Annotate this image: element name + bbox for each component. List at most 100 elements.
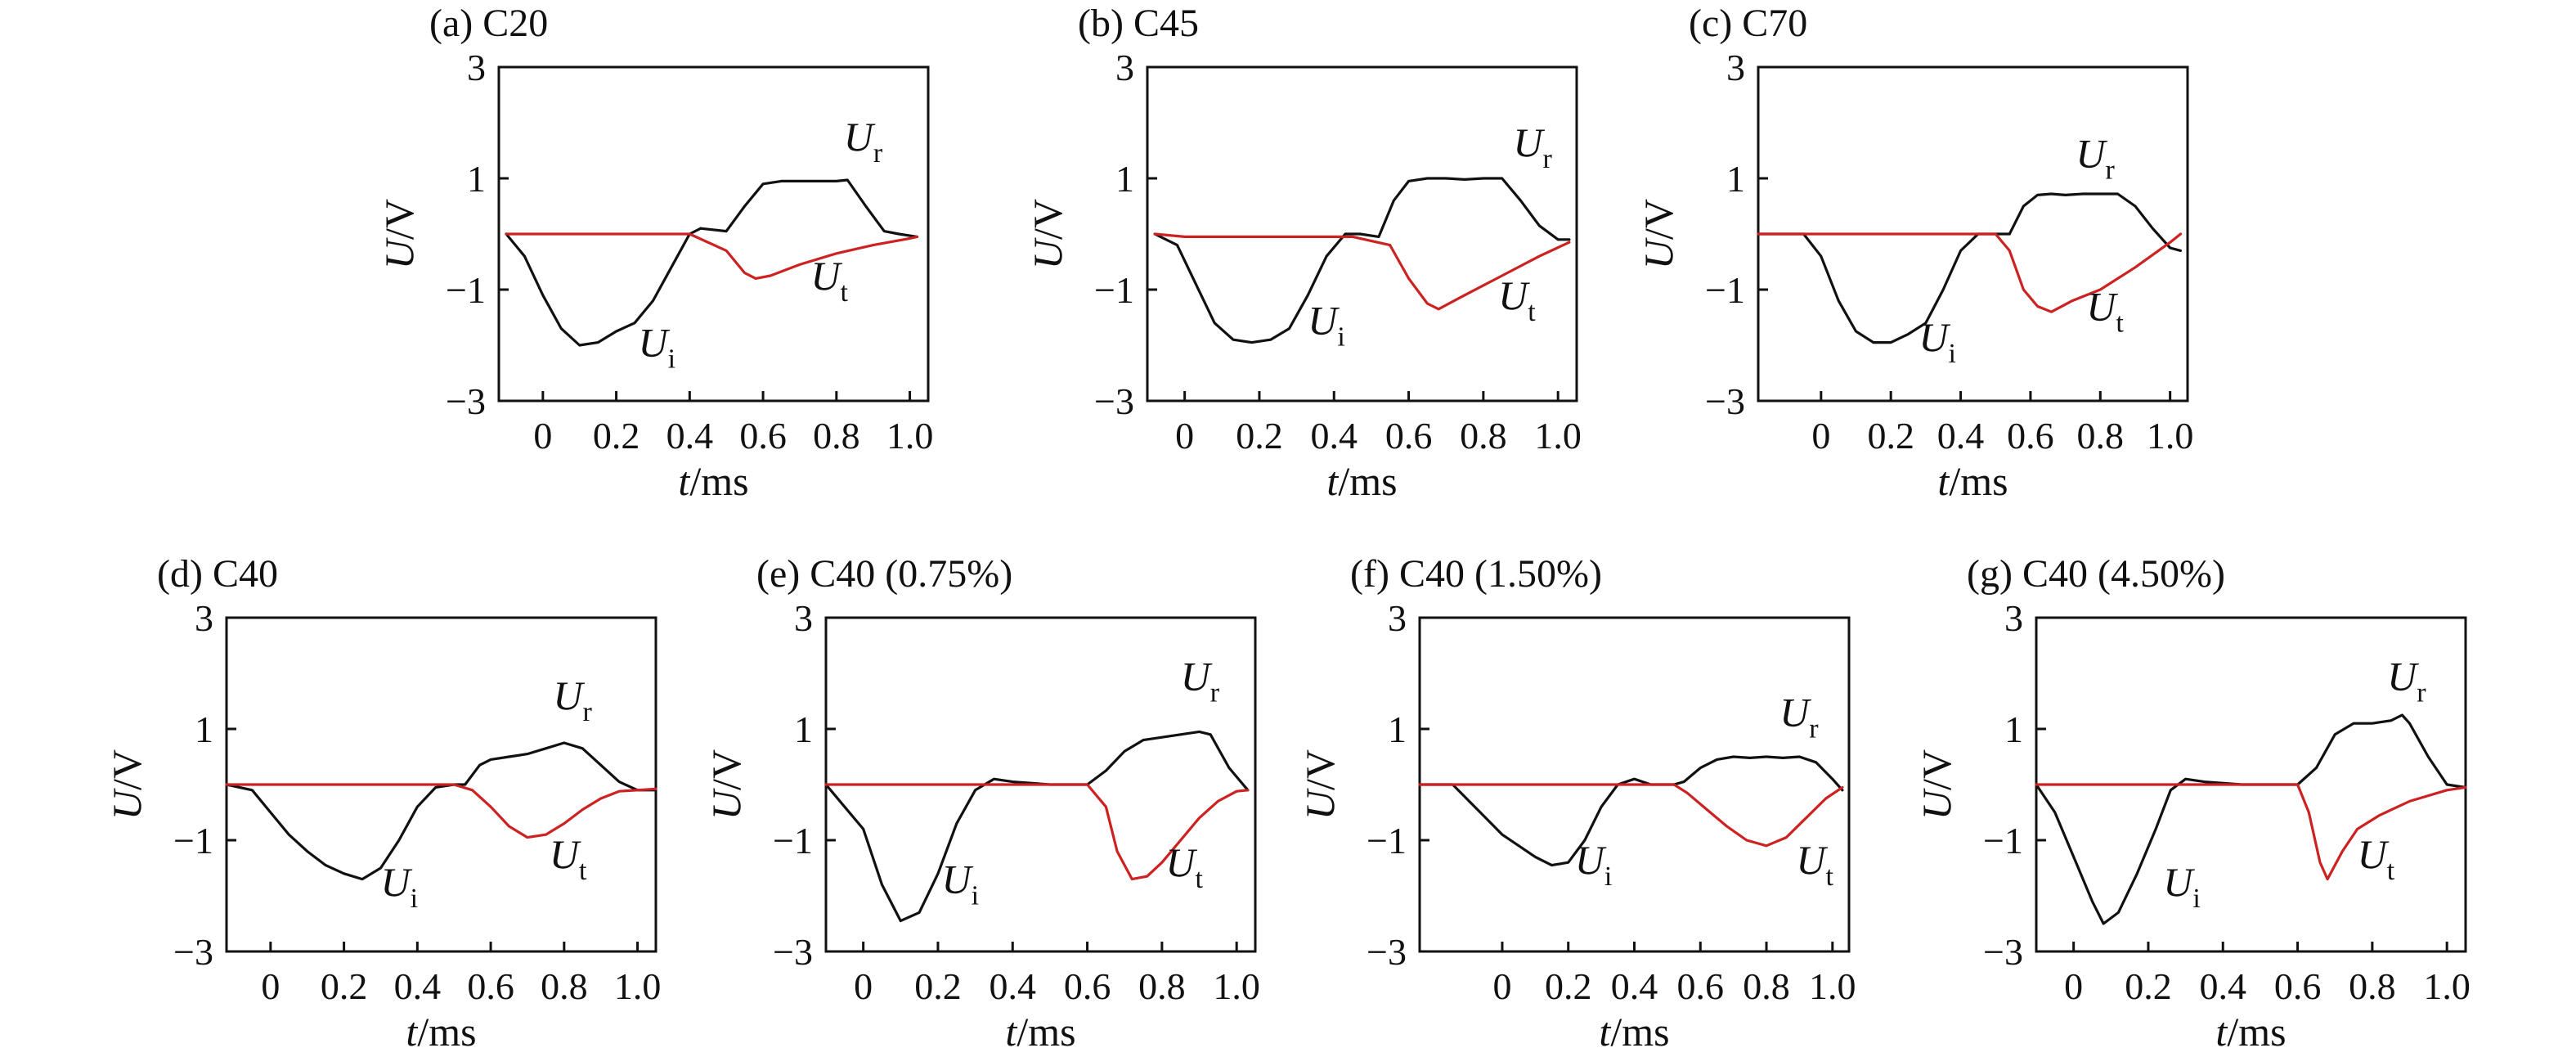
x-axis-label-symbol: t — [678, 458, 690, 504]
annotation-symbol: U — [2163, 859, 2195, 905]
annotation-symbol: U — [1308, 297, 1340, 343]
series-line-Ui — [2035, 777, 2300, 925]
annotation-Ui: Ui — [1575, 837, 1613, 892]
annotation-subscript: r — [582, 697, 592, 727]
annotation-subscript: i — [1948, 339, 1955, 369]
y-axis-label: U/V — [376, 199, 422, 269]
x-tick-label: 0.2 — [593, 415, 640, 457]
series-line-Ui — [1153, 232, 1362, 344]
annotation-Ui: Ui — [2163, 859, 2201, 914]
annotation-subscript: r — [1543, 144, 1553, 174]
y-tick-label: −3 — [1094, 380, 1134, 422]
x-tick-label: 0.2 — [321, 965, 368, 1007]
annotation-symbol: U — [1779, 690, 1811, 735]
x-tick-label: 0 — [854, 965, 873, 1007]
y-tick-label: 1 — [794, 708, 813, 750]
x-tick-label: 0.2 — [1867, 415, 1914, 457]
annotation-Ut: Ut — [1165, 839, 1203, 894]
x-tick-label: 0.8 — [2077, 415, 2125, 457]
annotation-symbol: U — [553, 672, 585, 718]
y-tick-label: −1 — [1705, 269, 1745, 311]
x-tick-label: 1.0 — [614, 965, 662, 1007]
y-axis-label-unit: /V — [1025, 199, 1070, 240]
x-axis-label: t/ms — [406, 1009, 476, 1055]
series-line-Ur — [1085, 730, 1250, 792]
y-axis-label: U/V — [104, 749, 150, 820]
series-line-Ut — [2035, 783, 2467, 881]
y-tick-label: −1 — [173, 820, 213, 861]
y-tick-label: −1 — [773, 820, 813, 861]
annotation-Ut: Ut — [2358, 831, 2395, 886]
series-line-Ui — [225, 783, 467, 881]
annotation-Ur: Ur — [1181, 653, 1220, 708]
y-tick-label: 1 — [2004, 708, 2023, 750]
y-tick-label: 1 — [1726, 158, 1745, 200]
x-tick-label: 0.4 — [394, 965, 442, 1007]
y-axis-label: U/V — [1636, 199, 1681, 269]
series-line-Ui — [824, 777, 1089, 923]
panel-title: (f) C40 (1.50%) — [1350, 552, 1602, 596]
y-axis-label-symbol: U — [1297, 788, 1343, 820]
y-tick-label: −3 — [1705, 380, 1745, 422]
annotation-symbol: U — [1498, 272, 1530, 318]
y-axis-label-symbol: U — [1636, 237, 1681, 269]
x-tick-label: 0.8 — [2349, 965, 2396, 1007]
x-axis-label-symbol: t — [1005, 1009, 1017, 1055]
panel-title: (a) C20 — [429, 2, 548, 45]
y-tick-label: 1 — [1388, 708, 1407, 750]
y-tick-label: −3 — [446, 380, 486, 422]
annotation-symbol: U — [1165, 839, 1197, 885]
annotation-subscript: t — [1825, 861, 1833, 892]
x-tick-label: 0.6 — [1385, 415, 1433, 457]
x-axis-label-unit: /ms — [1610, 1009, 1669, 1055]
annotation-symbol: U — [2086, 283, 2118, 329]
annotation-Ut: Ut — [1498, 272, 1536, 327]
x-tick-label: 0.4 — [666, 415, 714, 457]
series-line-Ui — [505, 227, 702, 347]
x-tick-label: 0.2 — [1236, 415, 1283, 457]
annotation-subscript: t — [1196, 864, 1204, 894]
x-tick-label: 0.8 — [1138, 965, 1186, 1007]
y-axis-label-unit: /V — [1914, 749, 1959, 790]
series-line-Ur — [2008, 192, 2183, 252]
annotation-Ur: Ur — [844, 114, 883, 169]
y-axis-label-unit: /V — [703, 749, 749, 790]
panel-title: (c) C70 — [1689, 2, 1807, 45]
y-axis-label-symbol: U — [104, 788, 150, 820]
annotation-subscript: i — [2192, 884, 2200, 914]
plot-frame — [497, 65, 930, 403]
x-tick-label: 0.8 — [541, 965, 588, 1007]
series-line-Ur — [1672, 755, 1844, 792]
series-line-Ui — [1418, 777, 1676, 867]
y-axis-label: U/V — [1025, 199, 1070, 269]
annotation-symbol: U — [639, 320, 671, 366]
annotation-subscript: i — [668, 344, 675, 375]
x-axis-label: t/ms — [1005, 1009, 1075, 1055]
annotation-subscript: r — [1210, 677, 1220, 708]
series-line-Ut — [505, 232, 919, 280]
annotation-Ut: Ut — [1796, 837, 1833, 892]
y-axis-label-unit: /V — [1297, 749, 1343, 790]
series-line-Ut — [1418, 783, 1844, 848]
y-axis-label: U/V — [703, 749, 749, 820]
x-axis-label-symbol: t — [1326, 458, 1339, 504]
y-axis-label-symbol: U — [1025, 237, 1070, 269]
y-axis-label-unit: /V — [104, 749, 150, 790]
y-tick-label: −1 — [1367, 820, 1407, 861]
y-axis-label-symbol: U — [376, 237, 422, 269]
annotation-Ur: Ur — [1779, 690, 1819, 744]
panel-title: (d) C40 — [157, 552, 278, 596]
x-axis-label: t/ms — [2215, 1009, 2286, 1055]
x-axis-label-symbol: t — [1937, 458, 1950, 504]
series-line-Ur — [1358, 177, 1571, 241]
x-tick-label: 0.4 — [1611, 965, 1658, 1007]
annotation-subscript: r — [1809, 714, 1819, 744]
x-tick-label: 0.6 — [739, 415, 787, 457]
annotation-subscript: t — [2387, 856, 2395, 886]
x-tick-label: 0.2 — [2125, 965, 2172, 1007]
x-axis-label-symbol: t — [1599, 1009, 1611, 1055]
